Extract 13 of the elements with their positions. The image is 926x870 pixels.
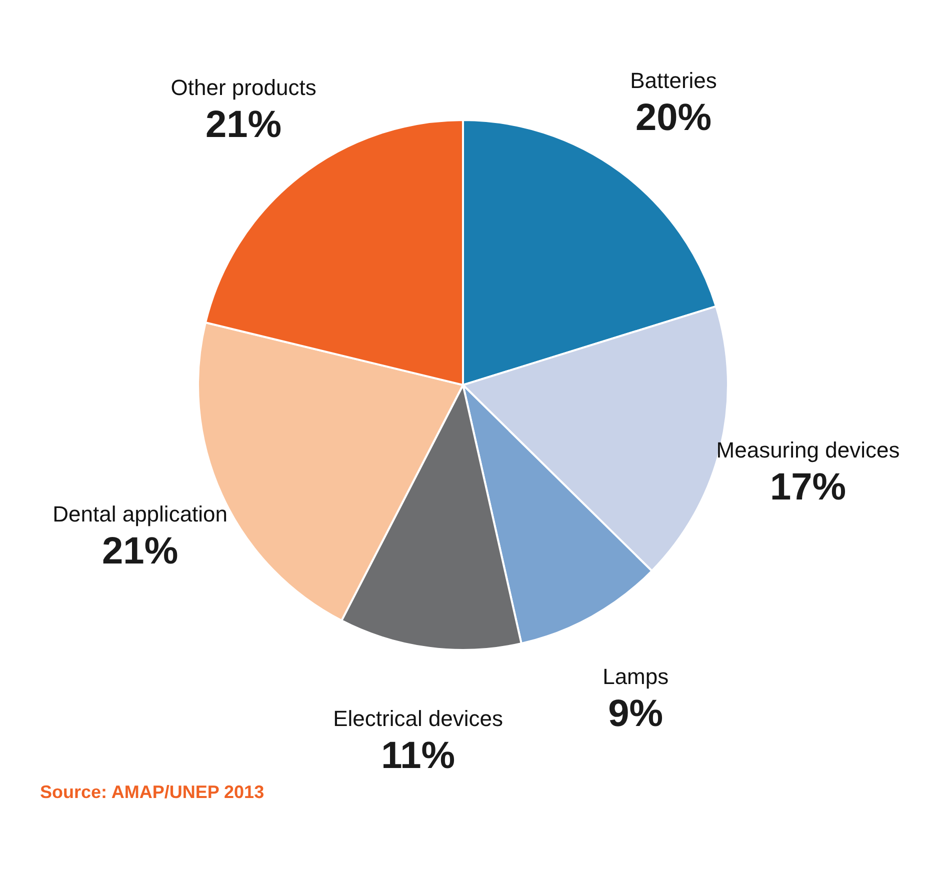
slice-label: Measuring devices (716, 438, 900, 463)
slice-label: Dental application (52, 501, 228, 526)
data-label: 21% (102, 530, 178, 572)
data-label: 9% (608, 693, 664, 736)
slice-label: Lamps (602, 664, 669, 690)
data-label: 21% (206, 104, 282, 146)
data-label: 17% (770, 466, 846, 509)
slice-label: Batteries (630, 68, 717, 94)
slice-label: Electrical devices (333, 706, 504, 732)
slice-label: Other products (170, 74, 316, 100)
source-note: Source: AMAP/UNEP 2013 (40, 782, 264, 802)
data-label: 11% (381, 735, 456, 778)
data-label: 20% (635, 97, 712, 140)
